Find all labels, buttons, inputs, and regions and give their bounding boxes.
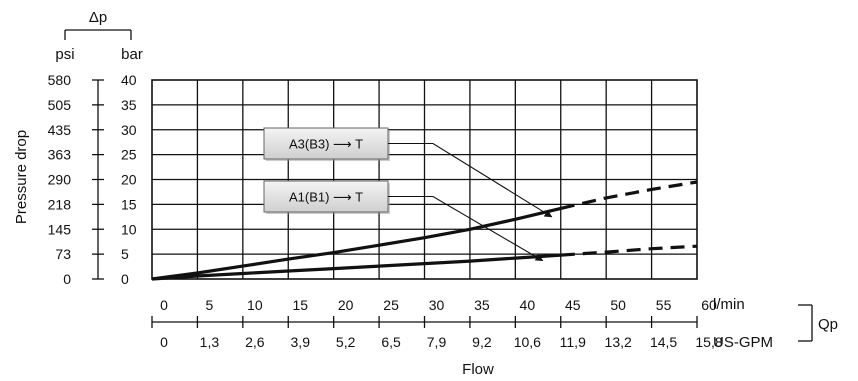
- psi-tick-label: 73: [55, 246, 71, 262]
- bar-tick-label: 0: [121, 271, 129, 287]
- delta-p-label: Δp: [89, 9, 107, 26]
- series-callout-label: A3(B3) ⟶ T: [289, 137, 363, 152]
- callout-box: [263, 127, 389, 160]
- bar-tick-label: 20: [121, 172, 137, 188]
- series-line-dashed: [560, 180, 698, 210]
- usgpm-tick-label: 11,9: [560, 334, 586, 350]
- callouts: A3(B3) ⟶ T A1(B1) ⟶ T: [263, 127, 553, 262]
- lmin-tick-label: 20: [338, 297, 354, 313]
- usgpm-tick-label: 1,3: [200, 334, 220, 350]
- lmin-tick-label: 55: [656, 297, 672, 313]
- callout-box: [263, 180, 389, 213]
- psi-tick-label: 0: [63, 271, 71, 287]
- psi-tick-label: 290: [48, 172, 72, 188]
- x-ticks: 0 0 5 1,3 10 2,6 15 3,9 20 5,2 25 6,5 30 7,9 35 9,2 40 10…: [151, 297, 723, 350]
- callout-arrow: [388, 195, 544, 262]
- qp-label: Qp: [818, 316, 838, 333]
- bar-unit-label: bar: [121, 46, 143, 63]
- psi-tick-label: 363: [48, 147, 72, 163]
- grid: [151, 79, 698, 280]
- lmin-tick-label: 45: [565, 297, 581, 313]
- psi-tick-label: 580: [48, 72, 72, 88]
- lmin-tick-label: 15: [292, 297, 308, 313]
- bar-tick-label: 10: [121, 221, 137, 237]
- usgpm-unit-label: US-GPM: [713, 334, 773, 351]
- usgpm-tick-label: 15,8: [695, 334, 722, 350]
- callout-arrow: [388, 142, 553, 218]
- psi-tick-label: 435: [48, 122, 72, 138]
- bar-tick-label: 35: [121, 97, 137, 113]
- bar-tick-label: 5: [121, 246, 129, 262]
- series-line-solid: [151, 253, 561, 281]
- delta-p-header: Δp psi bar: [55, 9, 142, 63]
- usgpm-tick-label: 7,9: [427, 334, 447, 350]
- lmin-unit-label: l/min: [713, 296, 745, 313]
- psi-tick-label: 505: [48, 97, 72, 113]
- lmin-tick-label: 5: [206, 297, 214, 313]
- series-group: [151, 180, 698, 281]
- y-axis-title: Pressure drop: [13, 130, 30, 224]
- usgpm-tick-label: 13,2: [605, 334, 632, 350]
- series-line-solid: [151, 206, 562, 281]
- bar-tick-label: 30: [121, 122, 137, 138]
- usgpm-tick-label: 0: [160, 334, 168, 350]
- psi-tick-label: 218: [48, 196, 72, 212]
- bar-tick-label: 25: [121, 147, 137, 163]
- qp-bracket: [798, 304, 813, 342]
- lmin-tick-label: 50: [610, 297, 626, 313]
- usgpm-tick-label: 14,5: [650, 334, 677, 350]
- usgpm-tick-label: 3,9: [291, 334, 311, 350]
- lmin-tick-label: 35: [474, 297, 490, 313]
- lmin-tick-label: 10: [247, 297, 263, 313]
- series-line-dashed: [560, 244, 698, 257]
- x-axis-title: Flow: [462, 361, 494, 378]
- lmin-tick-label: 0: [160, 297, 168, 313]
- bar-tick-label: 15: [121, 196, 137, 212]
- lmin-tick-label: 30: [429, 297, 445, 313]
- usgpm-tick-label: 6,5: [381, 334, 401, 350]
- y-ticks: 0 0 5 73 10 145 15 218 20 290 25 363 30 435 35 505 40 580: [48, 72, 137, 287]
- usgpm-tick-label: 9,2: [472, 334, 492, 350]
- usgpm-tick-label: 5,2: [336, 334, 356, 350]
- lmin-tick-label: 60: [701, 297, 717, 313]
- usgpm-tick-label: 10,6: [514, 334, 541, 350]
- psi-tick-label: 145: [48, 221, 72, 237]
- lmin-tick-label: 25: [383, 297, 399, 313]
- lmin-tick-label: 40: [520, 297, 536, 313]
- usgpm-tick-label: 2,6: [245, 334, 265, 350]
- bar-tick-label: 40: [121, 72, 137, 88]
- series-callout-label: A1(B1) ⟶ T: [289, 190, 363, 205]
- psi-unit-label: psi: [55, 46, 74, 63]
